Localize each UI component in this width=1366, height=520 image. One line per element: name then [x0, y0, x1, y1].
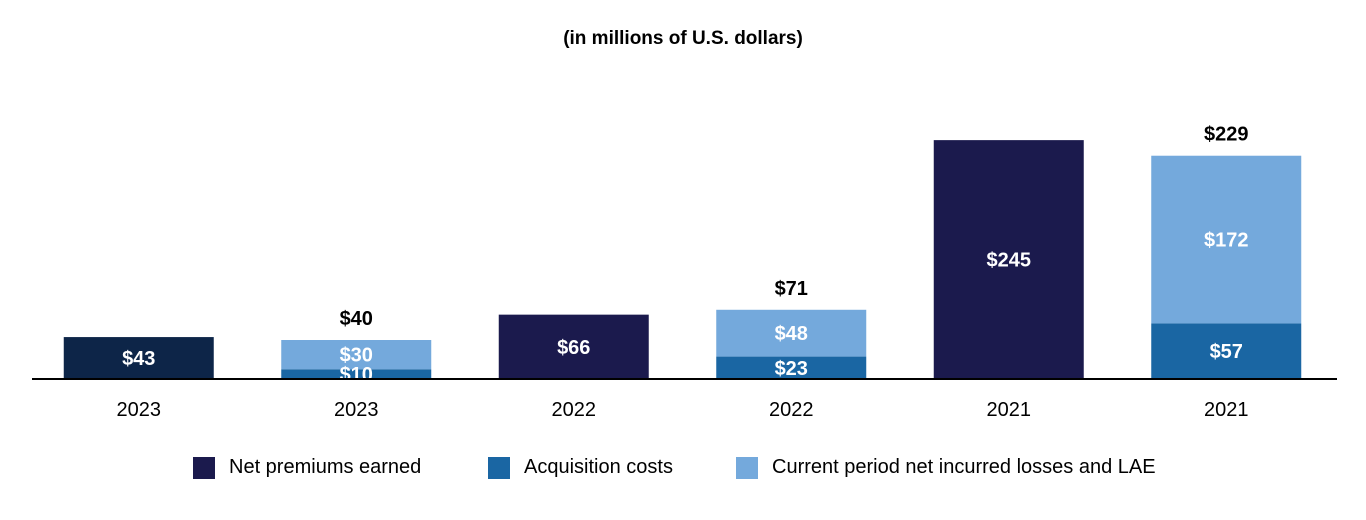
- legend-label: Net premiums earned: [229, 456, 422, 478]
- bar-value-label: $30: [340, 345, 373, 367]
- x-tick-label: 2023: [117, 399, 162, 421]
- x-tick-label: 2021: [987, 399, 1032, 421]
- x-tick-label: 2022: [552, 399, 597, 421]
- x-tick-label: 2023: [334, 399, 379, 421]
- legend-label: Current period net incurred losses and L…: [772, 456, 1156, 478]
- bar-value-label: $10: [340, 364, 373, 386]
- bar-segment: [1151, 323, 1302, 379]
- legend-swatch: [736, 456, 758, 479]
- bar-segment: [281, 369, 432, 379]
- bar-total-label: $71: [775, 278, 808, 300]
- legend-item: Acquisition costs: [488, 456, 673, 479]
- bar-value-label: $66: [557, 337, 590, 359]
- bar-value-label: $43: [122, 348, 155, 370]
- x-tick-label: 2022: [769, 399, 814, 421]
- bar-value-label: $48: [775, 323, 808, 345]
- bar-segment: [63, 337, 214, 379]
- bar-segment: [716, 356, 867, 379]
- bar-total-label: $229: [1204, 124, 1249, 146]
- bar-segment: [281, 340, 432, 370]
- bar-segment: [1151, 155, 1302, 324]
- bar-value-label: $172: [1204, 230, 1249, 252]
- bar-total-label: $40: [340, 308, 373, 330]
- bar-segment: [498, 314, 649, 379]
- chart-title: (in millions of U.S. dollars): [563, 28, 803, 49]
- legend-item: Net premiums earned: [193, 456, 421, 479]
- bar-segment: [933, 140, 1084, 379]
- legend: Net premiums earned Acquisition costs Curr…: [0, 456, 1366, 482]
- legend-label: Acquisition costs: [524, 456, 673, 478]
- legend-swatch: [488, 456, 510, 479]
- bar-value-label: $245: [987, 250, 1032, 272]
- x-tick-label: 2021: [1204, 399, 1249, 421]
- bar-value-label: $57: [1210, 341, 1243, 363]
- legend-item: Current period net incurred losses and L…: [736, 456, 1156, 479]
- chart-plot: $43 2023 $10$30 $40 2023 $66 2022 $23 $48 $71 2022…: [32, 124, 1337, 421]
- bar-segment: [716, 309, 867, 357]
- legend-swatch: [193, 456, 215, 479]
- bar-value-label: $23: [775, 358, 808, 380]
